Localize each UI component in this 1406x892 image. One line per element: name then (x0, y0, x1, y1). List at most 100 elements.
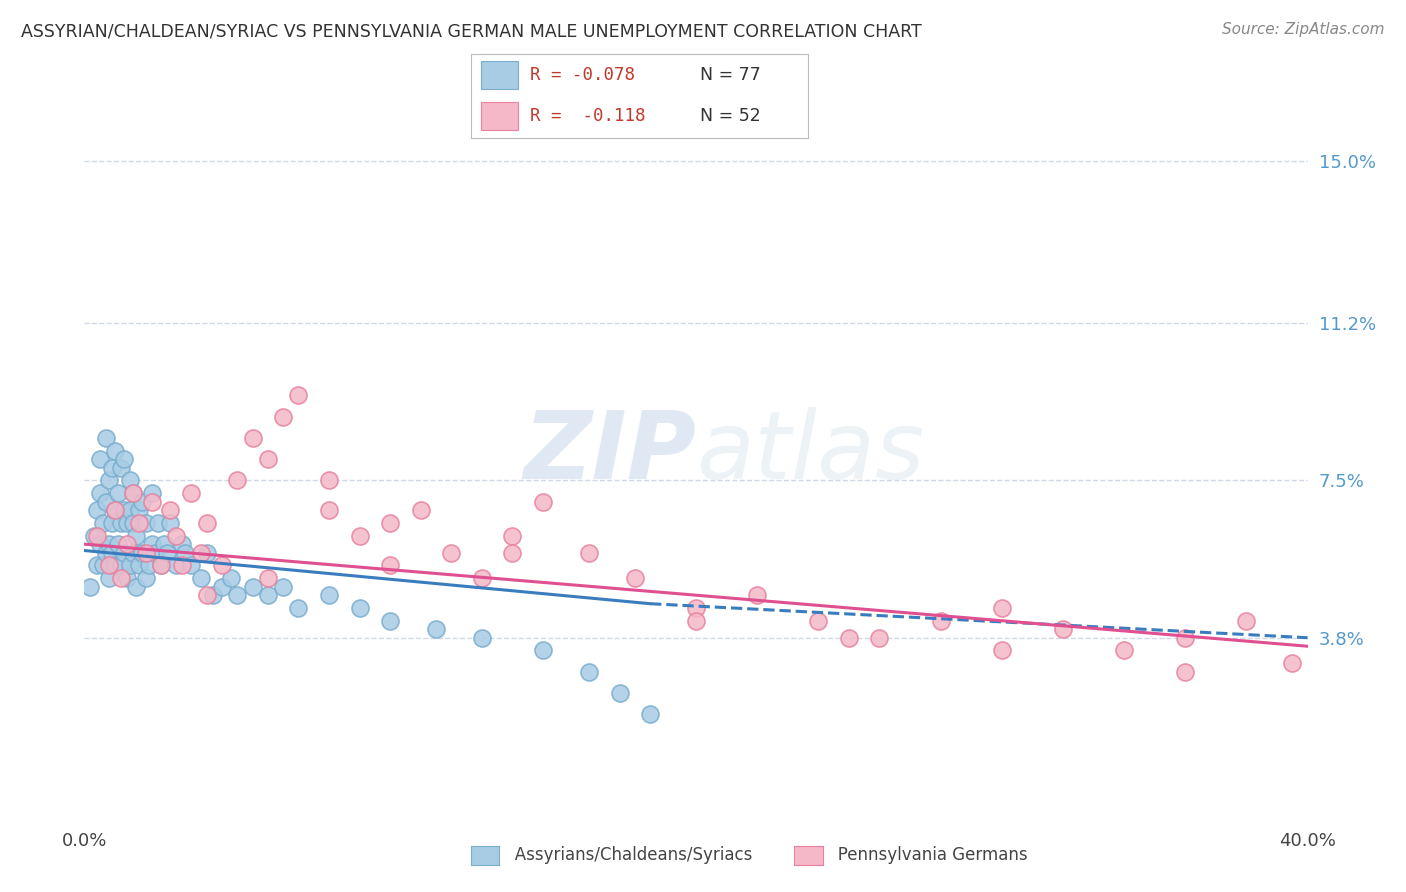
Point (107, 537, 129, 551)
Point (107, 486, 129, 500)
Point (172, 537, 194, 551)
Point (271, 580, 294, 594)
Point (149, 558, 172, 573)
Point (257, 588, 280, 602)
Point (165, 528, 187, 542)
Point (128, 516, 150, 530)
Point (502, 528, 524, 542)
Point (79, 580, 101, 594)
Point (101, 546, 124, 560)
Point (502, 546, 524, 560)
Text: R =  -0.118: R = -0.118 (530, 107, 645, 125)
Point (110, 558, 132, 573)
Point (685, 601, 707, 615)
Point (122, 516, 145, 530)
Point (89, 486, 111, 500)
Point (1052, 622, 1074, 636)
Point (112, 503, 135, 517)
Point (287, 388, 309, 402)
Point (101, 460, 124, 475)
Point (128, 558, 150, 573)
Point (1174, 631, 1197, 645)
Text: N = 77: N = 77 (700, 66, 761, 84)
Point (578, 546, 600, 560)
Text: Assyrians/Chaldeans/Syriacs: Assyrians/Chaldeans/Syriacs (478, 846, 752, 863)
Point (195, 516, 218, 530)
Point (135, 546, 157, 560)
Point (115, 516, 138, 530)
Point (86, 558, 108, 573)
Point (141, 486, 163, 500)
FancyBboxPatch shape (481, 102, 519, 130)
Point (271, 409, 294, 424)
Point (128, 503, 150, 517)
Text: Pennsylvania Germans: Pennsylvania Germans (801, 846, 1028, 863)
Point (97, 537, 120, 551)
Point (1236, 614, 1258, 628)
Point (257, 452, 280, 467)
Point (1114, 643, 1136, 657)
Point (146, 516, 169, 530)
Point (242, 431, 264, 445)
Point (869, 631, 891, 645)
Point (349, 601, 371, 615)
Point (91, 516, 114, 530)
Point (807, 614, 830, 628)
Point (287, 601, 309, 615)
Point (83, 528, 105, 542)
Point (747, 588, 769, 602)
Point (380, 614, 402, 628)
Point (219, 571, 242, 585)
Point (174, 546, 197, 560)
Text: atlas: atlas (696, 407, 924, 499)
Point (211, 580, 233, 594)
Point (120, 473, 142, 487)
Point (104, 443, 127, 458)
Point (159, 516, 181, 530)
Point (929, 614, 952, 628)
Text: ZIP: ZIP (523, 407, 696, 499)
Point (190, 571, 212, 585)
Point (257, 571, 280, 585)
Point (86, 503, 108, 517)
Point (242, 580, 264, 594)
Point (149, 558, 172, 573)
Point (94, 494, 117, 508)
Point (349, 528, 371, 542)
Point (135, 571, 157, 585)
Point (471, 571, 494, 585)
Point (125, 528, 148, 542)
Point (135, 516, 157, 530)
Point (91, 558, 114, 573)
Point (115, 571, 138, 585)
Point (112, 546, 135, 560)
Point (110, 516, 132, 530)
Point (211, 558, 233, 573)
Point (115, 537, 138, 551)
Point (110, 571, 132, 585)
Point (318, 473, 340, 487)
Point (104, 503, 127, 517)
Point (101, 516, 124, 530)
Point (153, 537, 176, 551)
Point (131, 494, 153, 508)
Point (172, 558, 194, 573)
Point (531, 494, 554, 508)
FancyBboxPatch shape (481, 62, 519, 89)
Point (122, 486, 145, 500)
Point (159, 503, 181, 517)
Point (440, 546, 463, 560)
Point (685, 614, 707, 628)
Point (120, 558, 142, 573)
Point (1281, 657, 1303, 671)
Point (991, 601, 1014, 615)
Point (638, 707, 661, 722)
Point (141, 537, 163, 551)
Point (104, 503, 127, 517)
Point (195, 588, 218, 602)
Point (165, 558, 187, 573)
Point (122, 486, 145, 500)
Point (195, 546, 218, 560)
Point (609, 686, 631, 700)
Point (89, 537, 111, 551)
